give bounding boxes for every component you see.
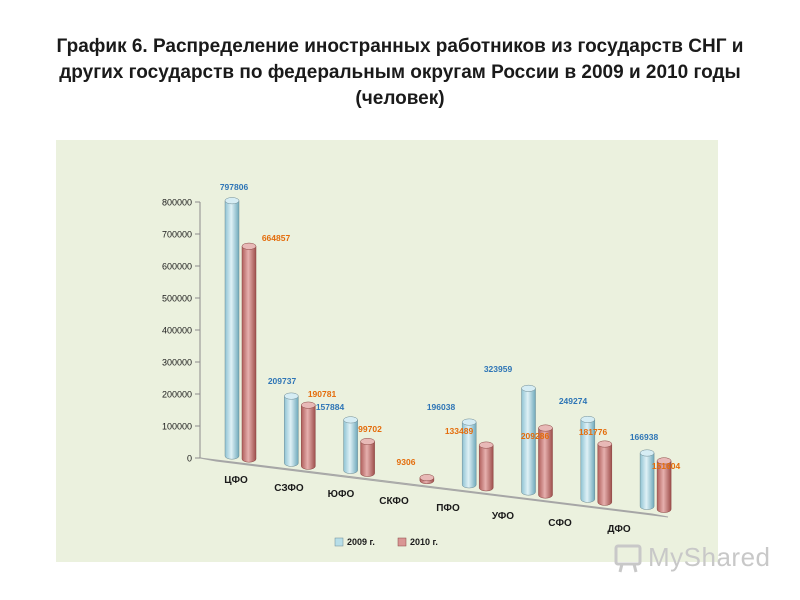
legend-label-2009: 2009 г.: [347, 537, 375, 547]
bar-top-2010-ЦФО: [241, 242, 257, 250]
data-label-2009-ЮФО: 157884: [316, 402, 345, 412]
bar-top-2009-ПФО: [461, 418, 477, 426]
watermark-logo-icon: [614, 544, 642, 573]
data-label-2010-СКФО: 9306: [397, 457, 416, 467]
x-tick-label-ДФО: ДФО: [607, 524, 631, 535]
x-tick-label-ЦФО: ЦФО: [224, 475, 248, 486]
y-tick-label: 300000: [162, 358, 192, 368]
x-tick-label-СЗФО: СЗФО: [274, 483, 304, 494]
data-label-2010-ЮФО: 99702: [358, 424, 382, 434]
x-tick-label-СКФО: СКФО: [379, 496, 409, 507]
y-tick-label: 700000: [162, 230, 192, 240]
bar-2009-УФО: [521, 388, 536, 496]
data-label-2009-ДФО: 166938: [630, 432, 659, 442]
bar-top-2010-СФО: [597, 440, 613, 448]
x-tick-label-ПФО: ПФО: [436, 503, 460, 514]
data-label-2010-ДФО: 151604: [652, 461, 681, 471]
bar-top-2009-СЗФО: [284, 392, 299, 400]
x-tick-label-СФО: СФО: [548, 518, 572, 529]
bar-2010-ДФО: [656, 460, 672, 513]
x-tick-label-УФО: УФО: [492, 511, 514, 522]
data-label-2010-СЗФО: 190781: [308, 389, 337, 399]
data-label-2009-ЦФО: 797806: [220, 182, 249, 192]
data-label-2010-УФО: 209286: [521, 431, 550, 441]
watermark-text: MyShared: [648, 542, 771, 572]
bar-top-2009-ЦФО: [224, 197, 240, 205]
y-tick-label: 400000: [162, 326, 192, 336]
y-tick-label: 200000: [162, 390, 192, 400]
bar-top-2010-ДФО: [656, 457, 672, 465]
bar-2010-ЮФО: [360, 441, 375, 477]
bar-top-2010-УФО: [538, 424, 553, 432]
data-label-2009-УФО: 323959: [484, 364, 513, 374]
bar-2010-ПФО: [478, 444, 494, 492]
legend-swatch-2010: [397, 537, 407, 547]
data-label-2010-ПФО: 133489: [445, 426, 474, 436]
chart-floor: [199, 457, 669, 518]
data-label-2010-СФО: 181776: [579, 427, 608, 437]
y-tick-label: 500000: [162, 294, 192, 304]
bar-2009-ДФО: [639, 452, 655, 510]
x-tick-label-ЮФО: ЮФО: [328, 489, 355, 500]
bar-top-2010-СЗФО: [301, 401, 316, 409]
data-label-2009-СФО: 249274: [559, 396, 588, 406]
bar-2009-СФО: [580, 419, 596, 503]
bar-2010-УФО: [538, 427, 553, 499]
bar-2009-ЮФО: [343, 419, 358, 474]
y-tick-label: 600000: [162, 262, 192, 272]
watermark: MyShared: [612, 538, 772, 578]
bar-top-2010-ПФО: [478, 441, 494, 449]
data-label-2009-ПФО: 196038: [427, 402, 456, 412]
bar-top-2009-СФО: [580, 415, 596, 423]
data-label-2009-СЗФО: 209737: [268, 376, 297, 386]
bar-2010-СЗФО: [301, 404, 316, 470]
bar-2010-СФО: [597, 443, 613, 506]
bar-top-2009-УФО: [521, 384, 536, 392]
legend-swatch-2009: [334, 537, 344, 547]
bar-2010-ЦФО: [241, 245, 257, 463]
bar-2009-СЗФО: [284, 395, 299, 467]
bar-top-2010-СКФО: [419, 474, 435, 482]
y-tick-label: 800000: [162, 198, 192, 208]
bar-top-2010-ЮФО: [360, 438, 375, 445]
y-tick-label: 100000: [162, 422, 192, 432]
bar-2009-ПФО: [461, 421, 477, 489]
bar-2009-ЦФО: [224, 200, 240, 460]
data-label-2010-ЦФО: 664857: [262, 233, 291, 243]
chart-title: График 6. Распределение иностранных рабо…: [56, 36, 744, 109]
bar-top-2009-ЮФО: [343, 416, 358, 424]
y-tick-label: 0: [187, 454, 192, 464]
legend-label-2010: 2010 г.: [410, 537, 438, 547]
bar-top-2009-ДФО: [639, 449, 655, 457]
